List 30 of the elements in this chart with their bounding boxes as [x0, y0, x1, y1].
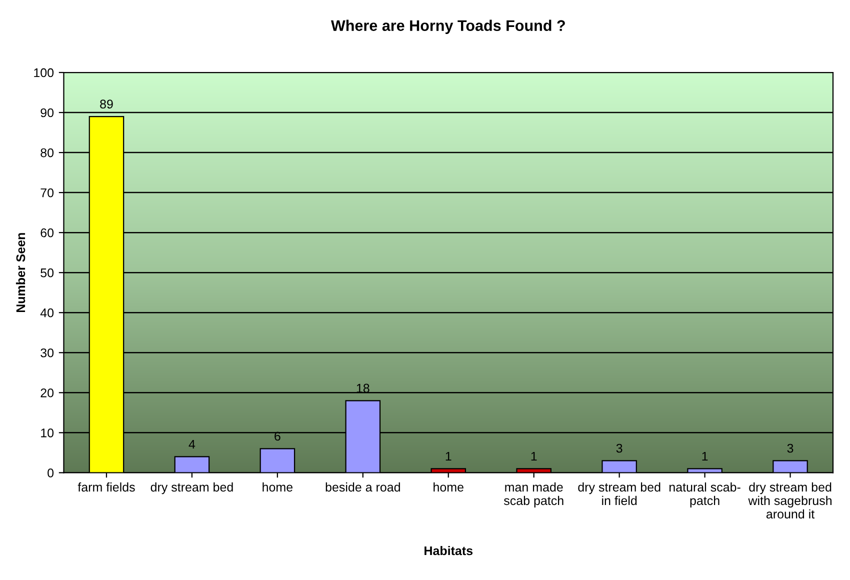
- x-tick-label: dry stream bed: [150, 482, 233, 494]
- x-axis-title: Habitats: [424, 546, 473, 556]
- y-tick-label: 80: [40, 148, 54, 158]
- x-tick-label: beside a road: [326, 482, 400, 492]
- data-label: 1: [531, 452, 537, 461]
- y-axis-title: Number Seen: [16, 233, 26, 312]
- data-label: 3: [787, 444, 794, 453]
- data-label: 4: [188, 440, 196, 449]
- y-tick-label: 30: [40, 348, 54, 358]
- y-tick-label: 20: [40, 388, 54, 398]
- y-tick-label: 90: [40, 108, 54, 118]
- data-label: 1: [702, 452, 708, 461]
- y-tick-label: 70: [40, 188, 54, 198]
- x-tick-label: farm fields: [78, 482, 135, 492]
- data-label: 3: [616, 444, 622, 453]
- x-tick-label: home: [262, 482, 293, 492]
- x-tick-label: dry stream bed in field: [578, 482, 660, 506]
- y-tick-label: 40: [40, 308, 54, 318]
- y-tick-label: 10: [41, 428, 54, 438]
- x-tick-label: dry stream bed with sagebrush around it: [748, 482, 832, 519]
- x-tick-label: man made scab patch: [504, 482, 564, 508]
- chart-title: Where are Horny Toads Found ?: [330, 20, 565, 34]
- x-tick-label: natural scab- patch: [669, 482, 740, 508]
- y-tick-label: 50: [40, 268, 54, 278]
- y-tick-label: 0: [48, 468, 54, 478]
- data-label: 89: [100, 100, 113, 108]
- x-tick-label: home: [434, 482, 464, 492]
- data-label: 1: [446, 452, 452, 461]
- y-tick-label: 60: [40, 228, 54, 238]
- y-tick-label: 100: [34, 68, 54, 78]
